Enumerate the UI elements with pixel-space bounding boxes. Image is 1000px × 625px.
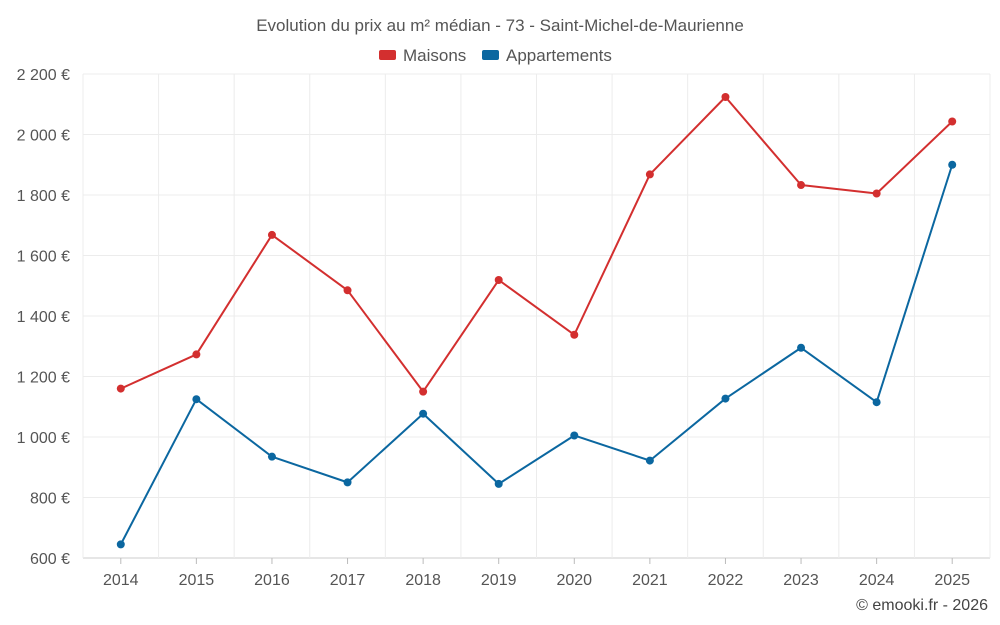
series-layer: [116, 92, 957, 549]
data-point-maisons[interactable]: [645, 170, 654, 179]
y-tick-label: 1 600 €: [17, 249, 70, 266]
legend-label-appartements[interactable]: Appartements: [506, 46, 612, 65]
legend-label-maisons[interactable]: Maisons: [403, 46, 466, 65]
grid: [82, 73, 991, 559]
y-tick-label: 600 €: [30, 551, 70, 568]
legend-swatch-appartements: [482, 50, 499, 60]
y-tick-label: 1 800 €: [17, 188, 70, 205]
legend: Maisons Appartements: [379, 46, 612, 65]
x-tick-label: 2017: [330, 572, 366, 589]
legend-swatch-maisons: [379, 50, 396, 60]
x-tick-label: 2016: [254, 572, 290, 589]
data-point-appartements[interactable]: [419, 409, 428, 418]
y-tick-label: 800 €: [30, 491, 70, 508]
data-point-appartements[interactable]: [872, 398, 881, 407]
credit-text: © emooki.fr - 2026: [856, 597, 988, 614]
x-tick-label: 2025: [934, 572, 970, 589]
data-point-appartements[interactable]: [948, 160, 957, 169]
data-point-appartements[interactable]: [192, 395, 201, 404]
data-point-maisons[interactable]: [570, 330, 579, 339]
x-tick-label: 2015: [179, 572, 215, 589]
y-tick-label: 2 000 €: [17, 128, 70, 145]
data-point-maisons[interactable]: [192, 350, 201, 359]
x-tick-label: 2014: [103, 572, 139, 589]
y-tick-label: 1 400 €: [17, 309, 70, 326]
x-tick-label: 2021: [632, 572, 668, 589]
data-point-appartements[interactable]: [570, 431, 579, 440]
series-line-appartements: [119, 164, 954, 545]
data-point-appartements[interactable]: [494, 479, 503, 488]
x-tick-label: 2022: [708, 572, 744, 589]
data-point-maisons[interactable]: [721, 92, 730, 101]
data-point-appartements[interactable]: [267, 452, 276, 461]
series-line-maisons: [120, 95, 953, 393]
y-tick-label: 2 200 €: [17, 67, 70, 84]
data-point-maisons[interactable]: [948, 117, 957, 126]
x-tick-label: 2019: [481, 572, 517, 589]
data-point-appartements[interactable]: [645, 456, 654, 465]
x-tick-label: 2018: [405, 572, 441, 589]
data-point-maisons[interactable]: [494, 276, 503, 285]
data-point-maisons[interactable]: [419, 387, 428, 396]
data-point-maisons[interactable]: [872, 189, 881, 198]
y-tick-label: 1 000 €: [17, 430, 70, 447]
data-point-appartements[interactable]: [721, 394, 730, 403]
x-tick-label: 2023: [783, 572, 819, 589]
data-point-appartements[interactable]: [343, 478, 352, 487]
axes: 600 € 800 € 1 000 € 1 200 € 1 400 € 1 600 € 1 …: [17, 67, 970, 589]
data-point-maisons[interactable]: [267, 230, 276, 239]
data-point-maisons[interactable]: [797, 181, 806, 190]
data-point-maisons[interactable]: [116, 384, 125, 393]
data-point-maisons[interactable]: [343, 286, 352, 295]
x-tick-label: 2024: [859, 572, 895, 589]
data-point-appartements[interactable]: [797, 343, 806, 352]
y-tick-label: 1 200 €: [17, 370, 70, 387]
x-tick-label: 2020: [556, 572, 592, 589]
data-point-appartements[interactable]: [116, 540, 125, 549]
chart-title: Evolution du prix au m² médian - 73 - Sa…: [256, 16, 744, 35]
